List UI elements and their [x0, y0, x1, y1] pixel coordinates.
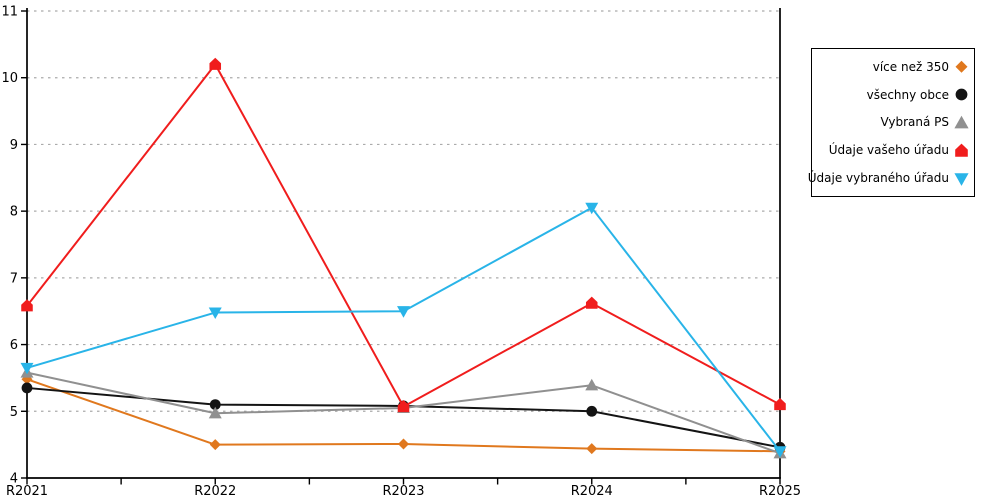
legend-item-udaje-vaseho-uradu[interactable]: Údaje vašeho úřadu	[814, 143, 969, 158]
y-tick-label: 11	[1, 5, 18, 20]
circle-icon	[954, 87, 969, 102]
x-tick-label: R2025	[759, 484, 801, 499]
legend-label: Údaje vašeho úřadu	[828, 143, 949, 158]
series-line-3	[26, 63, 781, 408]
data-point-triangle-down	[20, 362, 34, 375]
y-tick-label: 8	[10, 205, 18, 220]
x-tick-label: R2022	[194, 484, 236, 499]
data-point-diamond	[398, 438, 409, 450]
data-point-circle	[209, 399, 221, 411]
legend-label: Vybraná PS	[880, 115, 949, 130]
legend: více než 350 všechny obce Vybraná PS Úda…	[808, 48, 975, 197]
y-tick-label: 4	[10, 472, 18, 487]
data-point-triangle-up	[208, 406, 222, 419]
y-tick-label: 5	[10, 405, 18, 420]
data-point-diamond	[209, 439, 221, 451]
y-tick-label: 6	[10, 338, 18, 353]
legend-label: Údaje vybraného úřadu	[807, 171, 949, 186]
series-line-4	[26, 206, 781, 452]
legend-item-vybrana-ps[interactable]: Vybraná PS	[814, 115, 969, 130]
y-tick-label: 10	[1, 71, 18, 86]
data-point-pentagon	[585, 296, 598, 309]
data-point-pentagon	[21, 299, 33, 312]
data-point-triangle-down	[773, 446, 787, 458]
data-point-circle	[586, 405, 598, 417]
legend-item-vice-nez-350[interactable]: více než 350	[814, 59, 969, 74]
legend-item-vsechny-obce[interactable]: všechny obce	[814, 87, 969, 102]
legend-label: všechny obce	[866, 87, 949, 102]
pentagon-icon	[954, 143, 969, 158]
data-point-pentagon	[397, 400, 410, 413]
legend-label: více než 350	[872, 59, 949, 74]
data-point-diamond	[586, 443, 598, 455]
data-point-pentagon	[209, 57, 222, 70]
data-point-pentagon	[774, 398, 786, 411]
data-point-circle	[21, 382, 33, 394]
x-tick-label: R2023	[382, 484, 424, 499]
triangle-down-icon	[954, 171, 969, 186]
data-point-triangle-down	[585, 202, 599, 215]
y-tick-label: 7	[10, 271, 18, 286]
diamond-icon	[954, 59, 969, 74]
x-tick-label: R2024	[571, 484, 613, 499]
data-point-triangle-up	[585, 378, 599, 391]
x-tick-label: R2021	[6, 484, 48, 499]
data-point-triangle-down	[208, 307, 222, 320]
data-point-triangle-down	[397, 306, 410, 318]
y-tick-label: 9	[10, 138, 18, 153]
legend-item-udaje-vybraneho-uradu[interactable]: Údaje vybraného úřadu	[808, 171, 969, 186]
triangle-up-icon	[954, 115, 969, 130]
